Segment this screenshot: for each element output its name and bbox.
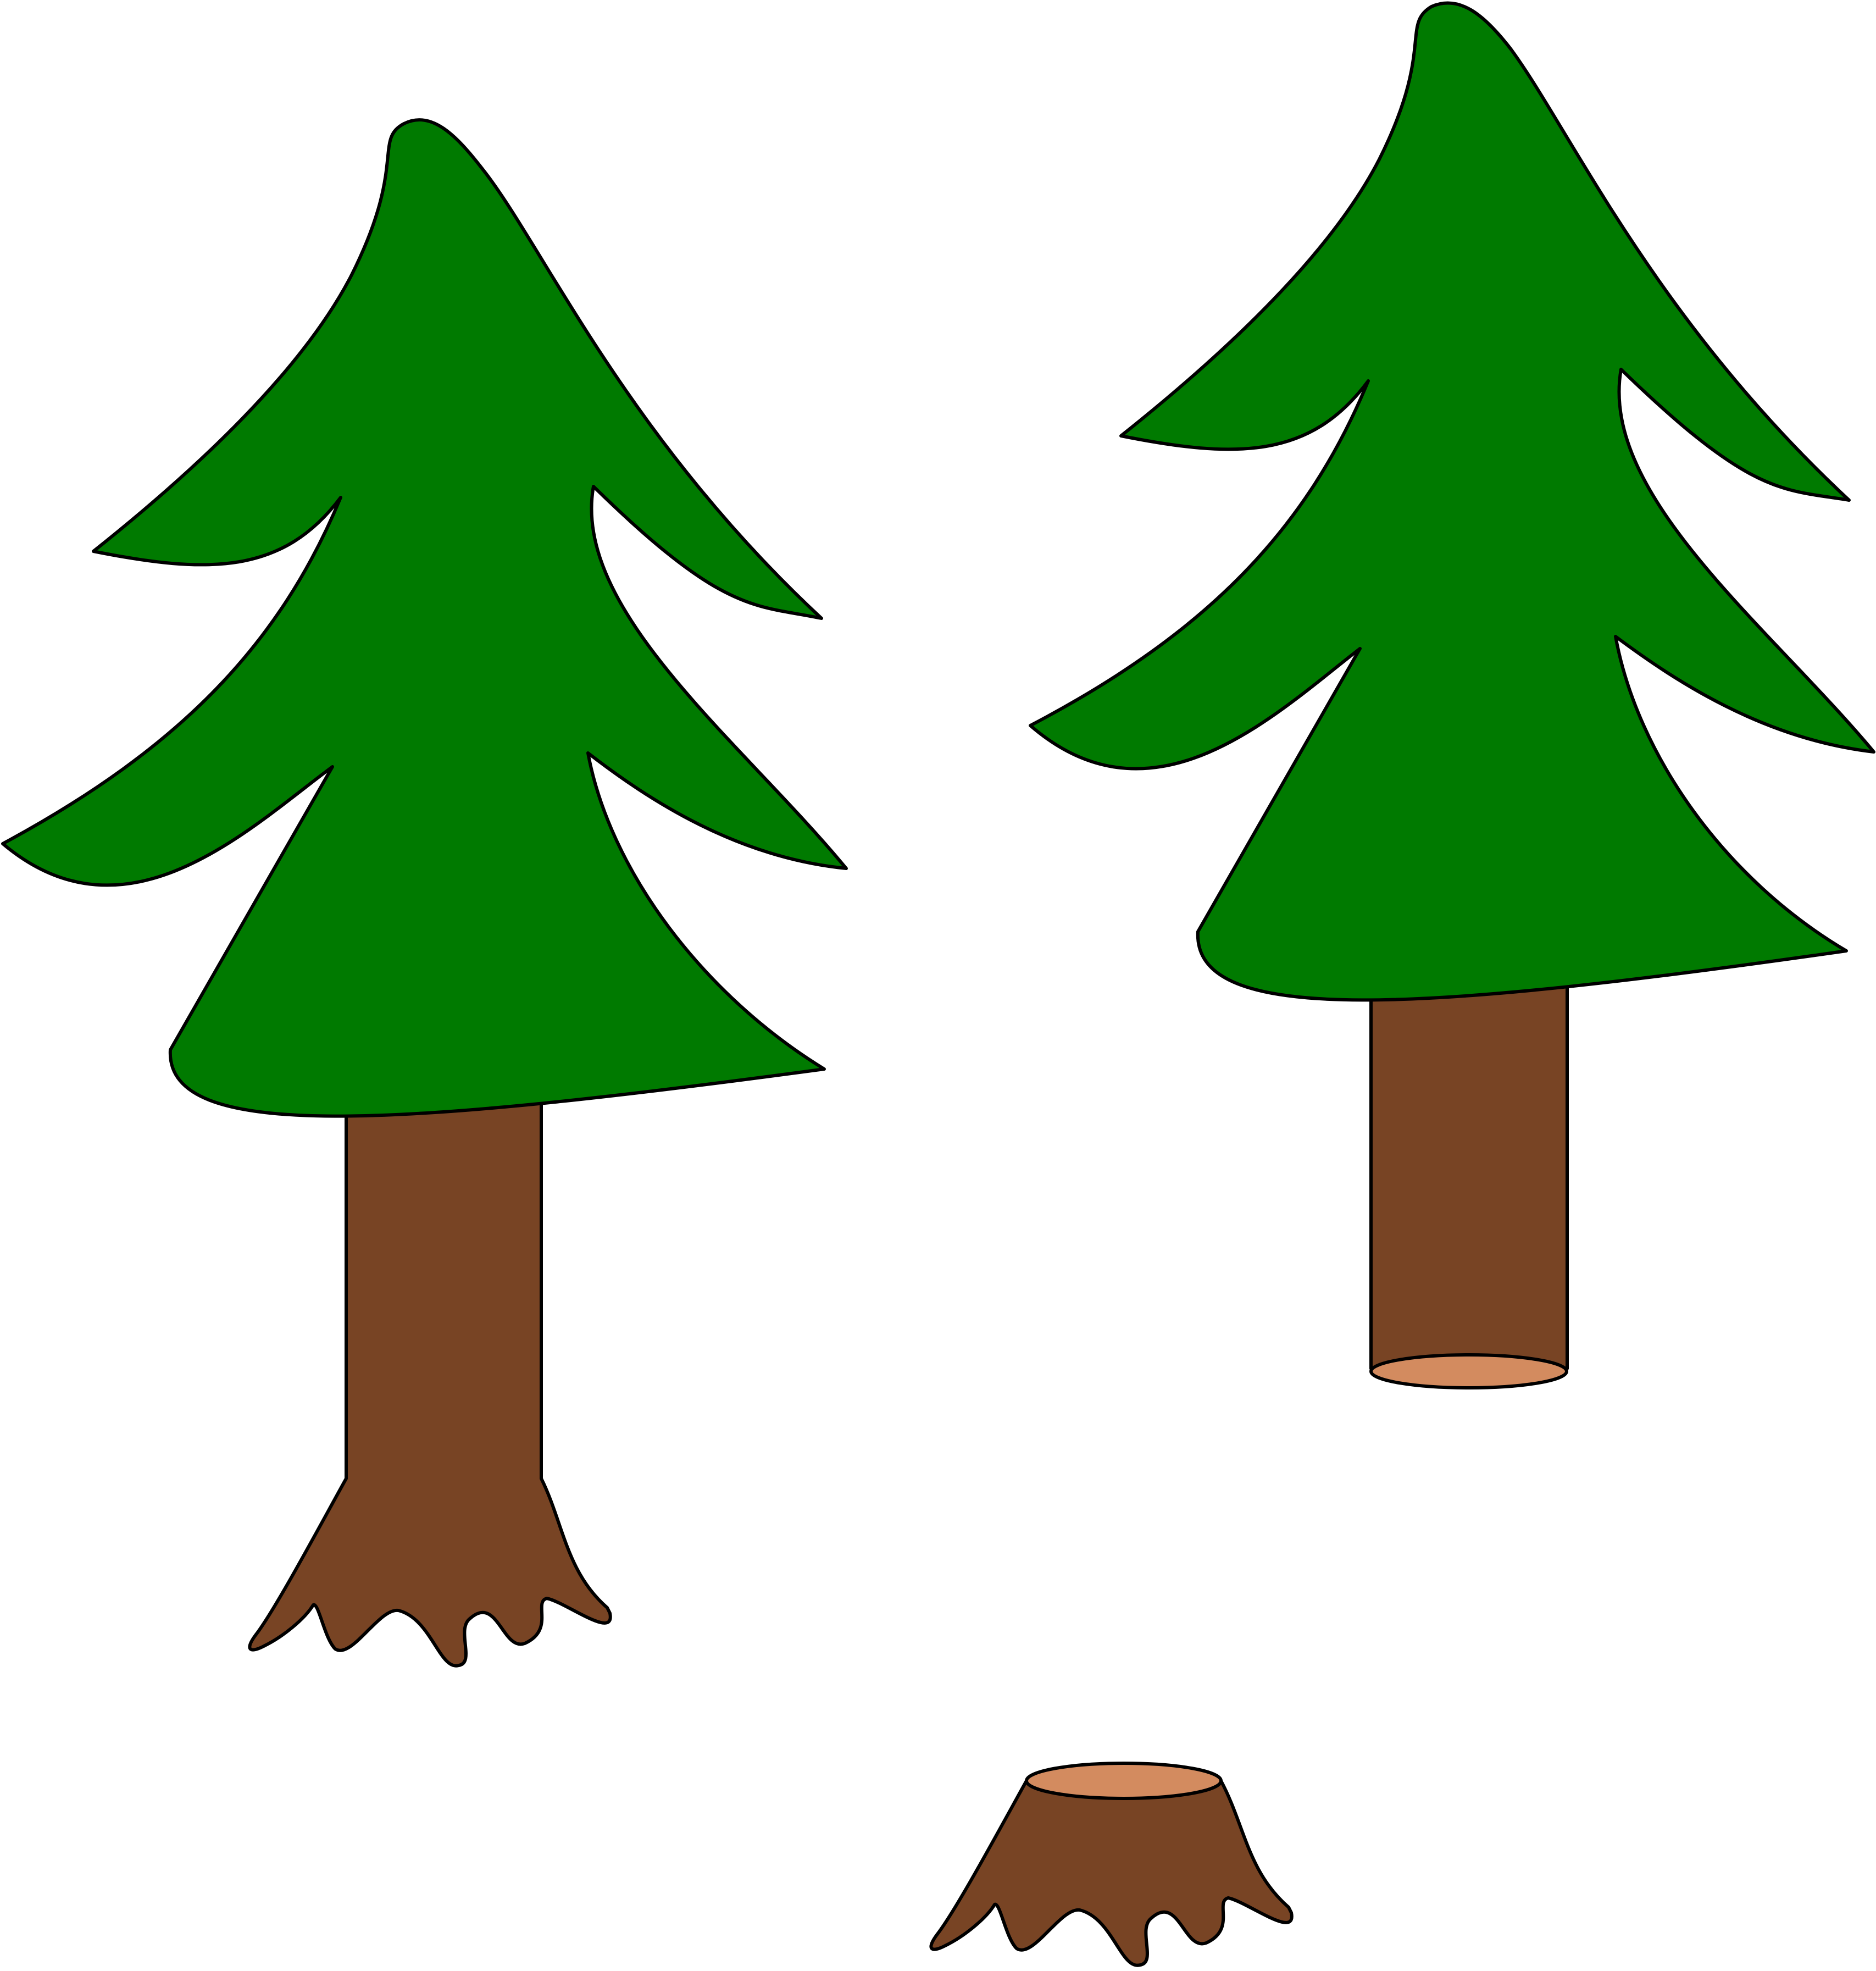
pine-tree-cut-trunk-icon [1029, 1, 1875, 1389]
right-canopy [1029, 1, 1875, 1002]
tree-stump-icon [929, 1762, 1294, 1967]
left-trunk-with-roots [248, 1092, 612, 1668]
right-trunk-cut-end [1369, 1353, 1568, 1389]
pine-tree-with-roots-icon [1, 118, 848, 1668]
right-trunk [1369, 966, 1569, 1370]
stump-body [929, 1779, 1294, 1967]
stump-cut-top [1025, 1762, 1223, 1800]
left-canopy [1, 118, 848, 1118]
